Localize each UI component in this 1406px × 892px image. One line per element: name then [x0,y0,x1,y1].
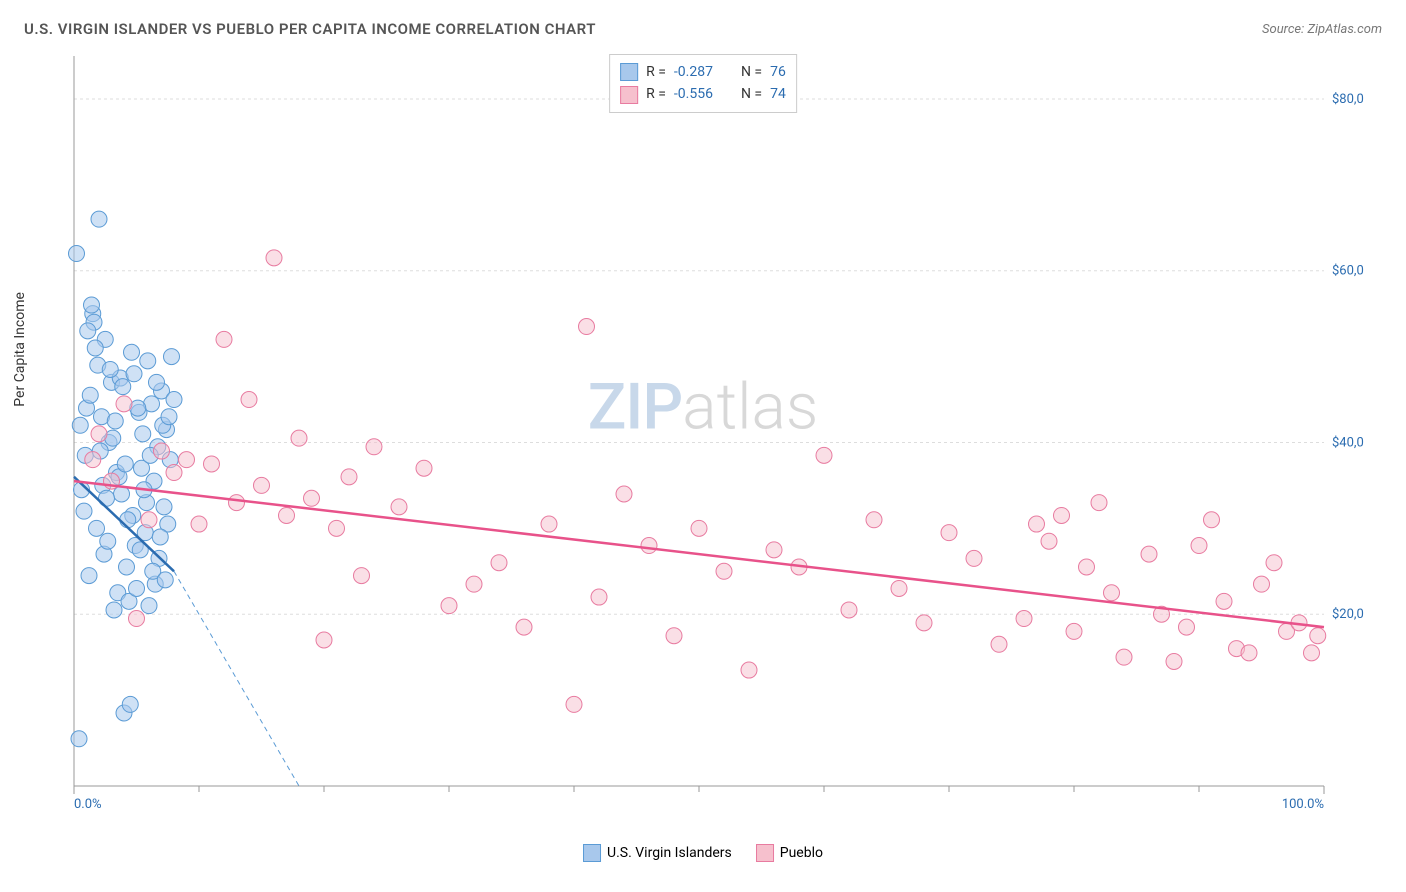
swatch-bottom-1 [583,844,601,862]
source-label: Source: [1262,22,1304,37]
chart-area: Per Capita Income $20,000$40,000$60,000$… [24,46,1382,866]
n-label-2: N = [741,83,762,105]
svg-text:$20,000: $20,000 [1332,607,1364,622]
r-value-1: -0.287 [674,61,713,83]
swatch-series-1 [620,63,638,81]
chart-container: U.S. VIRGIN ISLANDER VS PUEBLO PER CAPIT… [0,0,1406,892]
svg-text:$40,000: $40,000 [1332,435,1364,450]
r-value-2: -0.556 [674,83,713,105]
n-value-1: 76 [770,61,786,83]
chart-title: U.S. VIRGIN ISLANDER VS PUEBLO PER CAPIT… [24,20,596,38]
svg-text:$60,000: $60,000 [1332,264,1364,279]
y-axis-label: Per Capita Income [12,292,28,407]
n-value-2: 74 [770,83,786,105]
swatch-series-2 [620,86,638,104]
svg-text:100.0%: 100.0% [1282,797,1324,812]
series-legend: U.S. Virgin Islanders Pueblo [583,844,823,862]
r-label-2: R = [646,83,666,105]
legend-row-1: R = -0.287 N = 76 [620,61,786,83]
series-name-1: U.S. Virgin Islanders [607,845,732,861]
legend-item-2: Pueblo [756,844,823,862]
source-name: ZipAtlas.com [1307,22,1382,37]
scatter-plot: $20,000 $40,000 $60,000 $80,000 0.0% 100.0% [24,46,1364,826]
series-name-2: Pueblo [780,845,823,861]
svg-text:$80,000: $80,000 [1332,92,1364,107]
n-label-1: N = [741,61,762,83]
r-label-1: R = [646,61,666,83]
swatch-bottom-2 [756,844,774,862]
source-attribution: Source: ZipAtlas.com [1262,22,1382,37]
header: U.S. VIRGIN ISLANDER VS PUEBLO PER CAPIT… [24,20,1382,38]
correlation-legend: R = -0.287 N = 76 R = -0.556 N = 74 [609,54,797,113]
legend-item-1: U.S. Virgin Islanders [583,844,732,862]
legend-row-2: R = -0.556 N = 74 [620,83,786,105]
svg-text:0.0%: 0.0% [74,797,102,812]
